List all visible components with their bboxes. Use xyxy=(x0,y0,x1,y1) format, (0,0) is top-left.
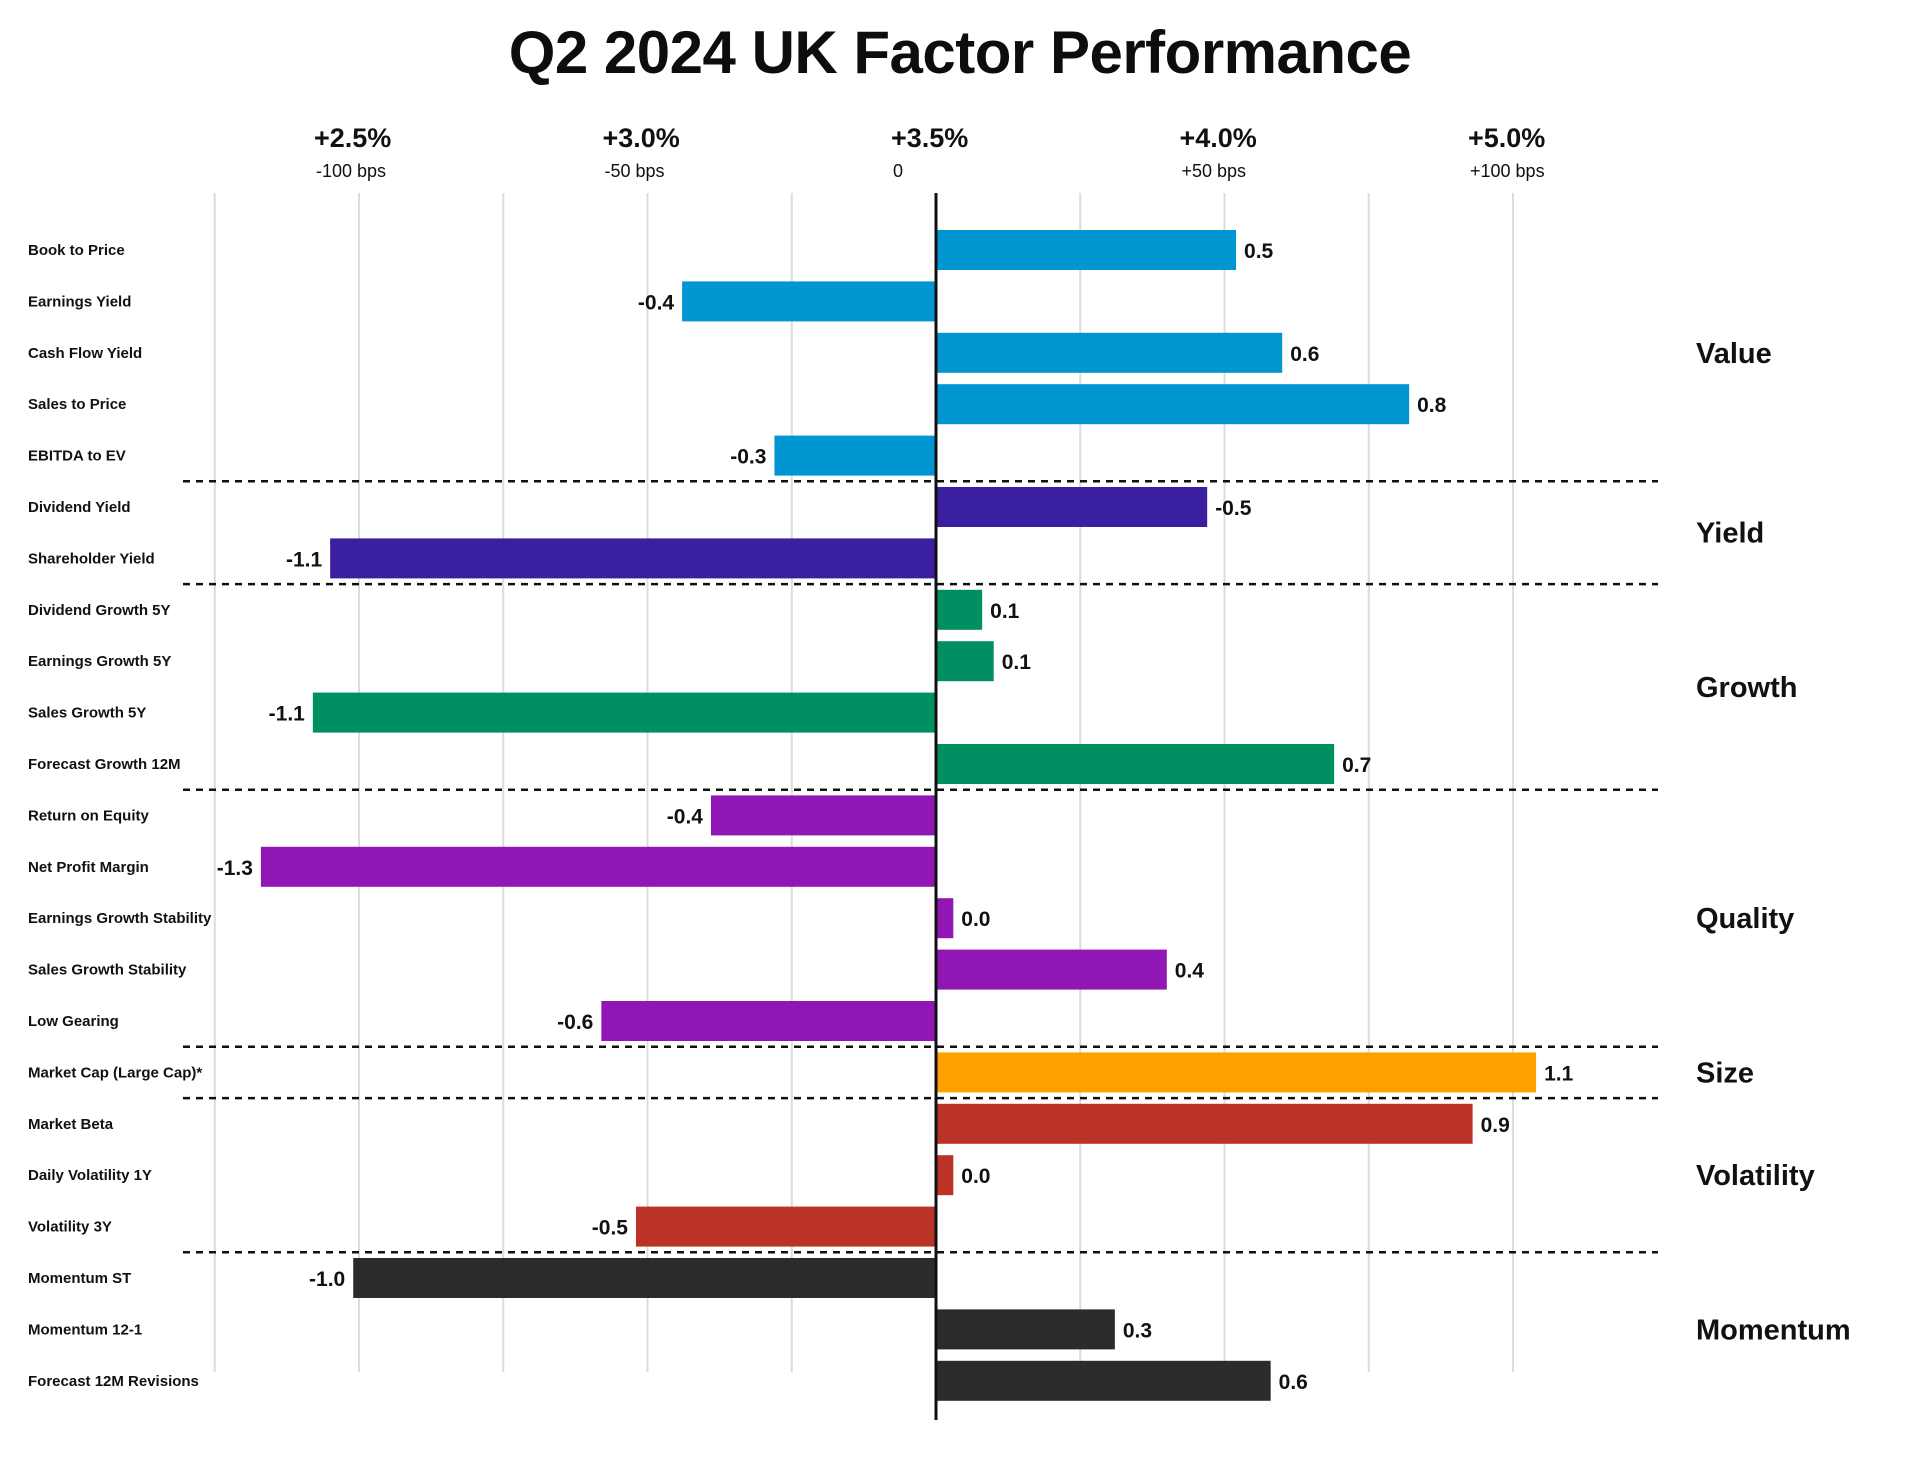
bar-value-label: 0.6 xyxy=(1290,343,1319,366)
bar xyxy=(936,949,1167,990)
bar xyxy=(601,1001,936,1041)
bar-value-label: 0.9 xyxy=(1481,1114,1510,1137)
factor-label: Shareholder Yield xyxy=(28,550,155,567)
bar xyxy=(936,384,1410,425)
factor-label: Dividend Growth 5Y xyxy=(28,602,171,619)
factor-label: Forecast 12M Revisions xyxy=(28,1373,199,1390)
factor-label: Dividend Yield xyxy=(28,499,131,516)
bar-value-label: -1.0 xyxy=(309,1268,345,1291)
bar-value-label: -0.5 xyxy=(592,1217,629,1240)
bar xyxy=(936,1052,1537,1093)
bar-value-label: 0.8 xyxy=(1417,394,1447,417)
bar xyxy=(936,1155,954,1196)
factor-label: Earnings Growth 5Y xyxy=(28,653,171,670)
bar xyxy=(635,1206,936,1247)
chart-title: Q2 2024 UK Factor Performance xyxy=(508,19,1412,86)
bar-value-label: 0.0 xyxy=(961,1165,990,1188)
bar xyxy=(936,641,994,682)
bar-value-label: -1.1 xyxy=(286,548,323,571)
bar-value-label: 1.1 xyxy=(1544,1062,1574,1085)
group-label: Size xyxy=(1696,1057,1754,1089)
bar xyxy=(353,1258,937,1298)
x-tick-pct-label: +4.0% xyxy=(1180,123,1257,153)
factor-label: Market Beta xyxy=(28,1116,114,1133)
factor-label: Earnings Growth Stability xyxy=(28,910,212,927)
bar xyxy=(260,846,936,887)
group-label: Quality xyxy=(1696,903,1794,935)
group-label: Yield xyxy=(1696,518,1764,550)
factor-label: Sales Growth 5Y xyxy=(28,705,146,722)
bar-value-label: 0.1 xyxy=(1002,651,1032,674)
bar xyxy=(936,487,1208,527)
group-label: Momentum xyxy=(1696,1314,1851,1346)
bar-value-label: 0.6 xyxy=(1279,1371,1308,1394)
x-tick-pct-label: +3.0% xyxy=(603,123,680,153)
bar xyxy=(936,589,983,630)
bar xyxy=(936,898,954,939)
factor-label: Sales to Price xyxy=(28,396,126,413)
x-axis-ticks: +2.5% -100 bps +3.0% -50 bps +3.5% 0 +4.0% +50 … xyxy=(314,123,1545,181)
factor-label: Forecast Growth 12M xyxy=(28,756,181,773)
bar xyxy=(312,692,937,733)
x-tick-bps-label: +50 bps xyxy=(1182,161,1247,181)
x-tick-bps-label: -100 bps xyxy=(316,161,386,181)
x-tick-bps-label: -50 bps xyxy=(605,161,665,181)
bar xyxy=(774,435,936,476)
factor-label: EBITDA to EV xyxy=(28,448,126,465)
factor-label: Low Gearing xyxy=(28,1013,119,1030)
bar-value-label: 0.5 xyxy=(1244,240,1274,263)
bar-value-label: -1.1 xyxy=(269,703,306,726)
factor-label: Momentum ST xyxy=(28,1270,131,1287)
bar-value-label: -1.3 xyxy=(217,857,253,880)
bar-value-label: -0.5 xyxy=(1215,497,1252,520)
bar-value-label: 0.7 xyxy=(1342,754,1371,777)
factor-label: Market Cap (Large Cap)* xyxy=(28,1064,202,1081)
bar-value-label: 0.4 xyxy=(1175,960,1205,983)
value-labels: 0.5 -0.4 0.6 0.8 -0.3 -0.5 -1.1 0.1 0.1 -1.1 0.7 -0… xyxy=(217,240,1574,1394)
bar xyxy=(330,538,936,579)
bar xyxy=(936,230,1237,270)
bar xyxy=(936,1309,1115,1350)
bar-value-label: -0.4 xyxy=(667,805,704,828)
group-label: Value xyxy=(1696,338,1772,370)
bar xyxy=(936,1103,1473,1144)
group-label: Growth xyxy=(1696,672,1798,704)
x-tick-bps-label: 0 xyxy=(893,161,903,181)
bars xyxy=(260,230,1537,1401)
factor-label: Cash Flow Yield xyxy=(28,345,142,362)
bar xyxy=(936,744,1335,784)
bar xyxy=(936,1360,1271,1401)
x-tick-pct-label: +2.5% xyxy=(314,123,391,153)
x-tick-pct-label: +5.0% xyxy=(1468,123,1545,153)
x-tick-bps-label: +100 bps xyxy=(1470,161,1545,181)
bar xyxy=(710,795,936,836)
group-labels: Value Yield Growth Quality Size Volatility Mom… xyxy=(1696,338,1851,1347)
group-label: Volatility xyxy=(1696,1160,1815,1192)
bar-value-label: -0.6 xyxy=(557,1011,593,1034)
factor-label: Daily Volatility 1Y xyxy=(28,1167,152,1184)
bar-value-label: 0.3 xyxy=(1123,1319,1152,1342)
factor-label: Net Profit Margin xyxy=(28,859,149,876)
bar xyxy=(682,281,936,322)
bar-value-label: 0.1 xyxy=(990,600,1020,623)
factor-labels: Book to Price Earnings Yield Cash Flow Yie… xyxy=(28,242,212,1390)
x-tick-pct-label: +3.5% xyxy=(891,123,968,153)
factor-label: Return on Equity xyxy=(28,807,149,824)
bar-value-label: -0.4 xyxy=(638,291,675,314)
factor-label: Sales Growth Stability xyxy=(28,962,187,979)
bar-value-label: -0.3 xyxy=(730,446,766,469)
factor-label: Volatility 3Y xyxy=(28,1219,112,1236)
factor-label: Book to Price xyxy=(28,242,125,259)
bar xyxy=(936,332,1283,373)
factor-label: Momentum 12-1 xyxy=(28,1321,142,1338)
bar-value-label: 0.0 xyxy=(961,908,990,931)
factor-label: Earnings Yield xyxy=(28,293,131,310)
